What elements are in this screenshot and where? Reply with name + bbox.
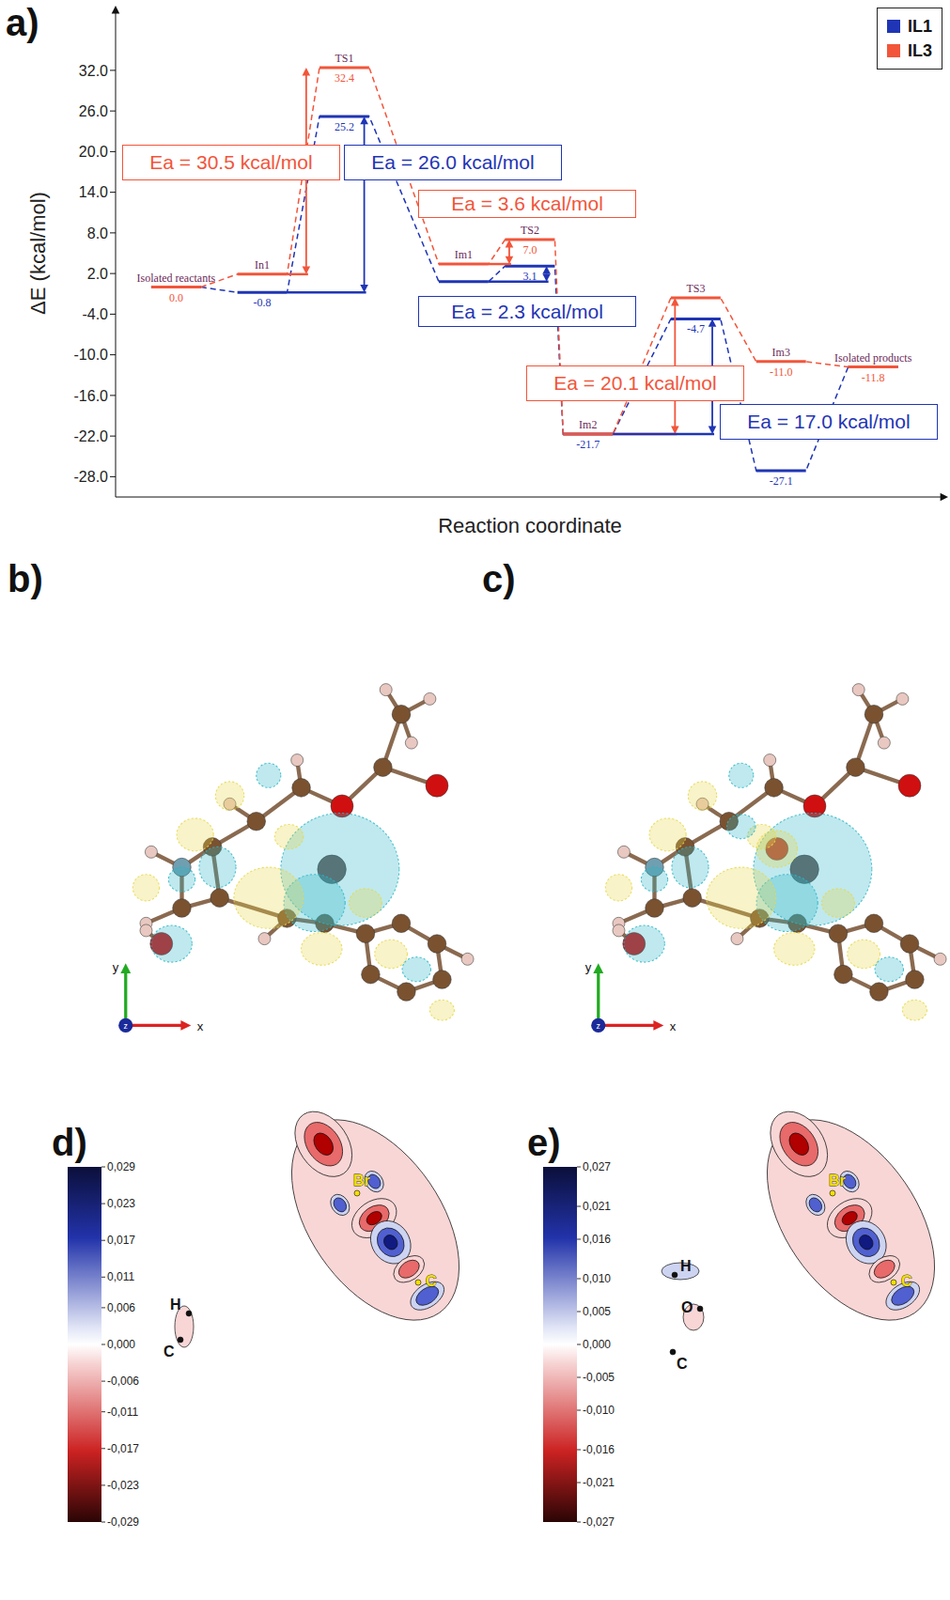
svg-text:-0,010: -0,010 [582,1403,615,1418]
svg-text:0.0: 0.0 [169,291,184,305]
svg-text:y: y [585,960,592,975]
svg-text:8.0: 8.0 [87,225,109,242]
svg-text:-22.0: -22.0 [74,428,110,445]
svg-text:Br: Br [353,1172,371,1189]
svg-text:0,023: 0,023 [107,1197,136,1211]
svg-text:-0,027: -0,027 [582,1515,615,1529]
svg-text:TS3: TS3 [685,281,705,296]
svg-text:2.0: 2.0 [87,265,109,282]
svg-text:0,027: 0,027 [582,1160,611,1174]
svg-text:Reaction coordinate: Reaction coordinate [437,513,623,538]
svg-text:-21.7: -21.7 [576,437,600,452]
svg-text:H: H [170,1296,182,1313]
svg-text:32.4: 32.4 [334,71,355,85]
svg-text:-0,011: -0,011 [107,1405,139,1419]
svg-text:-16.0: -16.0 [74,388,110,405]
svg-text:c): c) [482,558,516,600]
svg-text:x: x [669,1019,677,1034]
svg-text:0,016: 0,016 [582,1232,611,1246]
svg-text:In1: In1 [254,258,270,272]
svg-text:C: C [163,1343,175,1360]
html-text:IL1: IL1 [907,16,933,36]
svg-text:0,029: 0,029 [107,1160,136,1174]
svg-text:0,000: 0,000 [107,1338,136,1352]
svg-text:-4.0: -4.0 [81,306,109,323]
svg-text:3.1: 3.1 [523,269,538,283]
svg-text:-0,006: -0,006 [107,1374,140,1388]
svg-text:Im2: Im2 [578,418,597,432]
svg-text:-11.8: -11.8 [861,371,886,385]
svg-text:C: C [425,1273,437,1290]
svg-text:0,021: 0,021 [582,1199,611,1214]
svg-text:O: O [681,1299,693,1316]
svg-text:z: z [124,1021,128,1031]
svg-text:TS1: TS1 [334,51,354,65]
svg-text:0,011: 0,011 [107,1270,135,1284]
svg-text:x: x [197,1019,204,1034]
svg-text:25.2: 25.2 [334,120,355,134]
svg-text:-0,017: -0,017 [107,1442,140,1456]
html-text:IL3: IL3 [907,41,933,61]
svg-text:-0,005: -0,005 [582,1370,615,1385]
svg-text:C: C [676,1355,688,1372]
svg-text:e): e) [527,1121,561,1164]
svg-text:20.0: 20.0 [78,143,109,160]
svg-text:Im3: Im3 [772,345,791,359]
svg-text:-4.7: -4.7 [686,322,705,336]
svg-text:-0,023: -0,023 [107,1479,140,1493]
html-text:Ea = 2.3 kcal/mol: Ea = 2.3 kcal/mol [451,300,604,322]
svg-text:-0,021: -0,021 [582,1476,615,1490]
svg-text:H: H [680,1258,692,1275]
svg-text:Isolated reactants: Isolated reactants [137,271,217,285]
svg-text:-28.0: -28.0 [74,468,110,485]
html-text:Ea = 3.6 kcal/mol: Ea = 3.6 kcal/mol [451,192,604,215]
svg-text:Isolated products: Isolated products [834,351,913,365]
svg-text:-27.1: -27.1 [769,474,794,488]
svg-text:0,000: 0,000 [582,1338,611,1352]
svg-text:Br: Br [828,1172,846,1189]
svg-text:z: z [596,1021,601,1031]
svg-text:d): d) [51,1121,88,1164]
svg-text:0,006: 0,006 [107,1301,136,1315]
svg-text:Im1: Im1 [454,248,473,262]
svg-text:y: y [112,960,120,975]
svg-text:14.0: 14.0 [78,184,109,201]
svg-text:-0.8: -0.8 [253,295,272,310]
html-text:a): a) [5,1,40,44]
svg-text:-0,029: -0,029 [107,1515,140,1529]
svg-text:TS2: TS2 [520,223,540,237]
html-text:Ea = 26.0 kcal/mol: Ea = 26.0 kcal/mol [371,151,535,173]
svg-text:-10.0: -10.0 [74,346,110,363]
svg-text:ΔE (kcal/mol): ΔE (kcal/mol) [26,191,50,315]
svg-text:-0,016: -0,016 [582,1443,615,1457]
html-text:Ea = 17.0 kcal/mol: Ea = 17.0 kcal/mol [747,410,911,433]
svg-text:7.0: 7.0 [523,243,538,257]
svg-text:b): b) [7,558,44,600]
svg-text:32.0: 32.0 [78,62,109,79]
svg-text:0,010: 0,010 [582,1272,611,1286]
html-text:Ea = 30.5 kcal/mol: Ea = 30.5 kcal/mol [149,151,313,173]
svg-text:C: C [901,1273,913,1290]
html-text:Ea = 20.1 kcal/mol: Ea = 20.1 kcal/mol [553,372,717,394]
svg-text:-11.0: -11.0 [769,365,794,379]
svg-text:0,017: 0,017 [107,1233,136,1247]
svg-text:0,005: 0,005 [582,1305,611,1319]
svg-text:26.0: 26.0 [78,103,109,120]
